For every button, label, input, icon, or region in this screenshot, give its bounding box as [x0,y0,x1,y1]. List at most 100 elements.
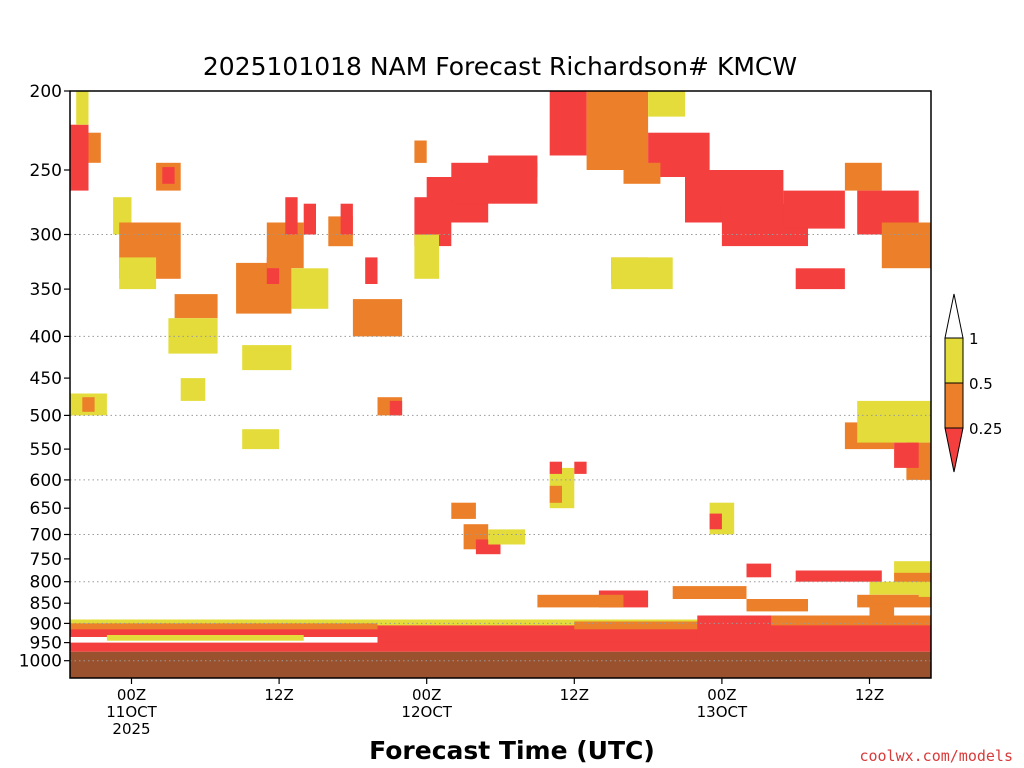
ri-cell-r [993,229,1024,263]
legend-swatch-above-1 [944,293,964,339]
ri-cell-y [119,257,157,290]
ri-cell-o [88,132,101,163]
y-tick-label: 250 [30,161,62,181]
legend-swatch-below-0-25 [944,427,964,473]
x-tick-label: 00Z [412,686,441,704]
ri-cell-r [340,203,353,235]
y-tick-label: 900 [30,614,62,634]
x-tick-label: 12OCT [401,703,452,721]
ri-cell-y [648,91,685,117]
ri-cell-o [352,299,403,337]
chart-title: 2025101018 NAM Forecast Richardson# KMCW [203,52,797,81]
plot-frame [69,90,932,679]
ri-cell-r [549,461,562,474]
ri-cell-o [451,502,476,519]
legend-swatch-0-25-to-0-5 [944,382,964,429]
x-tick-label: 00Z [117,686,146,704]
y-tick-label: 750 [30,550,62,570]
ri-cell-o [869,603,895,616]
x-tick-label: 00Z [707,686,736,704]
ri-cell-o [586,91,649,170]
ri-cell-r [549,91,587,156]
y-tick-label: 650 [30,499,62,519]
ri-cell-o [70,623,378,635]
ri-cell-r [746,563,772,578]
credit-text: coolwx.com/models [859,747,1013,765]
legend-label: 0.5 [969,375,993,393]
ri-cell-o [623,162,661,184]
ri-cell-r [285,197,298,235]
x-axis-label: Forecast Time (UTC) [369,736,655,765]
ri-cell-o [414,140,427,163]
ri-cell-o [236,262,292,314]
ri-cell-o [771,615,931,626]
ri-cell-r [709,513,722,530]
ri-cell-r [783,190,845,229]
ri-cell-y [943,611,1024,619]
y-tick-label: 1000 [19,652,62,672]
ri-cell-o [844,162,882,191]
ri-cell-o [549,485,562,503]
colorbar-legend: 1 0.5 0.25 [944,293,1002,473]
ri-cell-y [611,257,673,290]
y-axis: 200 250 300 350 400 450 500 550 600 650 700 750 8008… [19,82,70,672]
y-tick-label: 700 [30,526,62,546]
ri-cell-o [746,599,808,612]
y-tick-label: 500 [30,406,62,426]
ri-cell-y [857,400,931,443]
ri-cell-o [266,222,304,269]
ri-cell-r [303,203,316,235]
ri-cell-r [574,461,587,474]
ri-cell-o [1017,503,1024,535]
ri-cell-r [70,629,378,637]
ri-cell-r [389,400,403,416]
ri-cell-y [488,529,526,545]
ground-fill [70,651,931,678]
ri-cell-r [162,167,175,184]
ri-cell-y [414,234,439,279]
y-tick-label: 400 [30,327,62,347]
ri-cell-r [931,210,1017,257]
ri-cell-o [881,222,931,269]
y-tick-label: 950 [30,634,62,654]
ri-cell-y [291,268,329,309]
y-tick-label: 800 [30,573,62,593]
ri-cell-y [76,91,89,125]
legend-label: 0.25 [969,420,1002,438]
ri-cell-o [894,572,931,584]
ri-cell-y [106,635,304,641]
y-tick-label: 450 [30,369,62,389]
ri-cell-r [795,268,845,290]
legend-swatch-0-5-to-1 [944,337,964,384]
ri-cell-o [537,594,624,608]
x-tick-label: 12Z [855,686,884,704]
ri-cell-o [672,586,747,599]
ri-cell-y [180,378,206,401]
y-tick-label: 600 [30,471,62,491]
ri-cell-o [82,397,95,412]
y-tick-label: 850 [30,594,62,614]
x-tick-label: 12Z [264,686,293,704]
ri-cell-y [918,588,931,597]
y-tick-label: 200 [30,82,62,102]
x-tick-label: 11OCT [106,703,157,721]
ri-cell-r [365,257,378,284]
plot-area [70,91,1024,678]
ri-cells [70,91,1024,678]
y-tick-label: 300 [30,226,62,246]
ri-cell-r [943,252,1024,284]
legend-label: 1 [969,330,979,348]
x-tick-label: 13OCT [697,703,748,721]
ri-cell-y [242,345,292,371]
ri-cell-o [574,621,722,630]
ri-cell-r [894,442,919,468]
ri-cell-y [869,581,931,595]
x-tick-label: 2025 [112,720,150,738]
y-tick-label: 350 [30,280,62,300]
y-tick-label: 550 [30,440,62,460]
ri-cell-r [795,570,882,582]
ri-cell-r [70,642,931,652]
ri-cell-r [70,124,89,191]
